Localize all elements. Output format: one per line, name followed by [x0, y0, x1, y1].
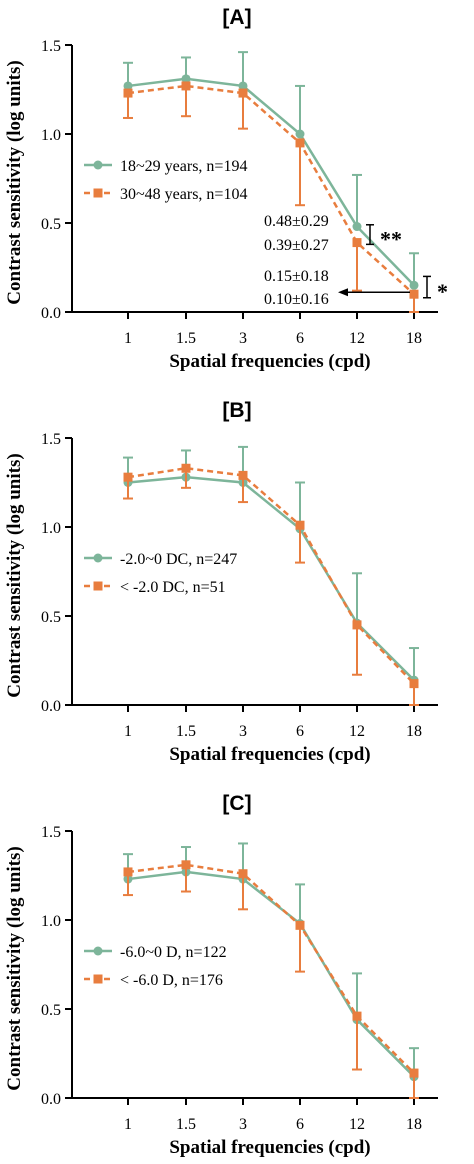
panel-title: [B]: [222, 399, 251, 422]
y-tick-label: 1.5: [41, 431, 61, 448]
y-tick-label: 0.5: [41, 609, 61, 626]
data-point: [123, 867, 133, 877]
data-point: [123, 88, 133, 98]
data-point: [181, 74, 191, 84]
data-point: [123, 81, 133, 91]
data-point: [295, 129, 305, 139]
legend-marker: [93, 553, 103, 563]
legend-marker: [93, 160, 103, 170]
y-tick-label: 1.5: [41, 824, 61, 841]
x-tick-label: 3: [239, 723, 247, 740]
legend-marker: [93, 581, 103, 591]
value-annotation: 0.48±0.29: [264, 213, 329, 230]
legend-marker: [93, 974, 103, 984]
data-point: [409, 289, 419, 299]
data-point: [238, 81, 248, 91]
y-tick-label: 1.0: [41, 913, 61, 930]
value-annotation: 0.39±0.27: [264, 237, 329, 254]
data-point: [409, 1068, 419, 1078]
x-tick-label: 1: [124, 723, 132, 740]
y-axis-title: Contrast sensitivity (log units): [4, 453, 25, 697]
data-point: [123, 472, 133, 482]
legend-label: -6.0~0 D, n=122: [120, 944, 227, 961]
x-tick-label: 1.5: [176, 330, 196, 347]
y-tick-label: 1.0: [41, 520, 61, 537]
y-axis-title: Contrast sensitivity (log units): [4, 846, 25, 1090]
data-point: [295, 920, 305, 930]
data-point: [352, 620, 362, 630]
x-tick-label: 3: [239, 330, 247, 347]
y-tick-label: 0.5: [41, 1002, 61, 1019]
y-tick-label: 1.0: [41, 127, 61, 144]
series-line-1: [127, 475, 415, 681]
data-point: [181, 81, 191, 91]
data-point: [352, 238, 362, 248]
x-tick-label: 1: [124, 1116, 132, 1133]
data-point: [181, 463, 191, 473]
x-tick-label: 12: [349, 723, 365, 740]
data-point: [295, 138, 305, 148]
data-point: [295, 520, 305, 530]
y-tick-label: 0.5: [41, 216, 61, 233]
legend-label: 18~29 years, n=194: [120, 158, 247, 175]
data-point: [352, 1011, 362, 1021]
legend-label: 30~48 years, n=104: [120, 186, 247, 203]
legend-label: < -2.0 DC, n=51: [120, 579, 226, 596]
series-line-2: [127, 466, 415, 685]
x-tick-label: 18: [406, 330, 422, 347]
x-tick-label: 12: [349, 330, 365, 347]
chart-panel-a: [A] 0.0 0.5 1.0 1.5 1 1.5 3 6 12 18 Spatial frequen…: [4, 6, 448, 372]
arrow-head-icon: [338, 288, 348, 297]
significance-marker: **: [380, 227, 402, 252]
x-tick-label: 1.5: [176, 1116, 196, 1133]
significance-marker: *: [437, 279, 448, 304]
value-annotation: 0.10±0.16: [264, 291, 329, 308]
legend-marker: [93, 188, 103, 198]
x-axis-title: Spatial frequencies (cpd): [169, 1137, 370, 1158]
data-point: [238, 88, 248, 98]
x-axis-title: Spatial frequencies (cpd): [169, 351, 370, 372]
chart-panel-c: [C] 0.0 0.5 1.0 1.5 1 1.5 3 6 12 18 Spatial frequen…: [4, 792, 438, 1158]
data-point: [409, 280, 419, 290]
chart-panel-b: [B] 0.0 0.5 1.0 1.5 1 1.5 3 6 12 18 Spatial frequen…: [4, 399, 438, 765]
value-annotation: 0.15±0.18: [264, 268, 329, 285]
y-tick-label: 0.0: [41, 305, 61, 322]
x-tick-label: 6: [296, 723, 304, 740]
series-line-2: [127, 863, 415, 1074]
y-axis-title: Contrast sensitivity (log units): [4, 60, 25, 304]
series-line-1: [127, 77, 415, 287]
legend-label: -2.0~0 DC, n=247: [120, 551, 237, 568]
x-axis-title: Spatial frequencies (cpd): [169, 744, 370, 765]
data-point: [238, 869, 248, 879]
x-tick-label: 1.5: [176, 723, 196, 740]
data-point: [181, 860, 191, 870]
series-line-2: [127, 84, 415, 296]
x-tick-label: 12: [349, 1116, 365, 1133]
y-tick-label: 0.0: [41, 698, 61, 715]
x-tick-label: 3: [239, 1116, 247, 1133]
y-tick-label: 0.0: [41, 1091, 61, 1108]
legend-label: < -6.0 D, n=176: [120, 972, 223, 989]
panel-title: [A]: [222, 6, 251, 29]
x-tick-label: 18: [406, 1116, 422, 1133]
x-tick-label: 6: [296, 1116, 304, 1133]
x-tick-label: 18: [406, 723, 422, 740]
data-point: [352, 222, 362, 232]
legend-marker: [93, 946, 103, 956]
series-line-1: [127, 870, 415, 1078]
data-point: [409, 679, 419, 689]
x-tick-label: 6: [296, 330, 304, 347]
x-tick-label: 1: [124, 330, 132, 347]
panel-title: [C]: [222, 792, 251, 815]
data-point: [238, 470, 248, 480]
y-tick-label: 1.5: [41, 38, 61, 55]
